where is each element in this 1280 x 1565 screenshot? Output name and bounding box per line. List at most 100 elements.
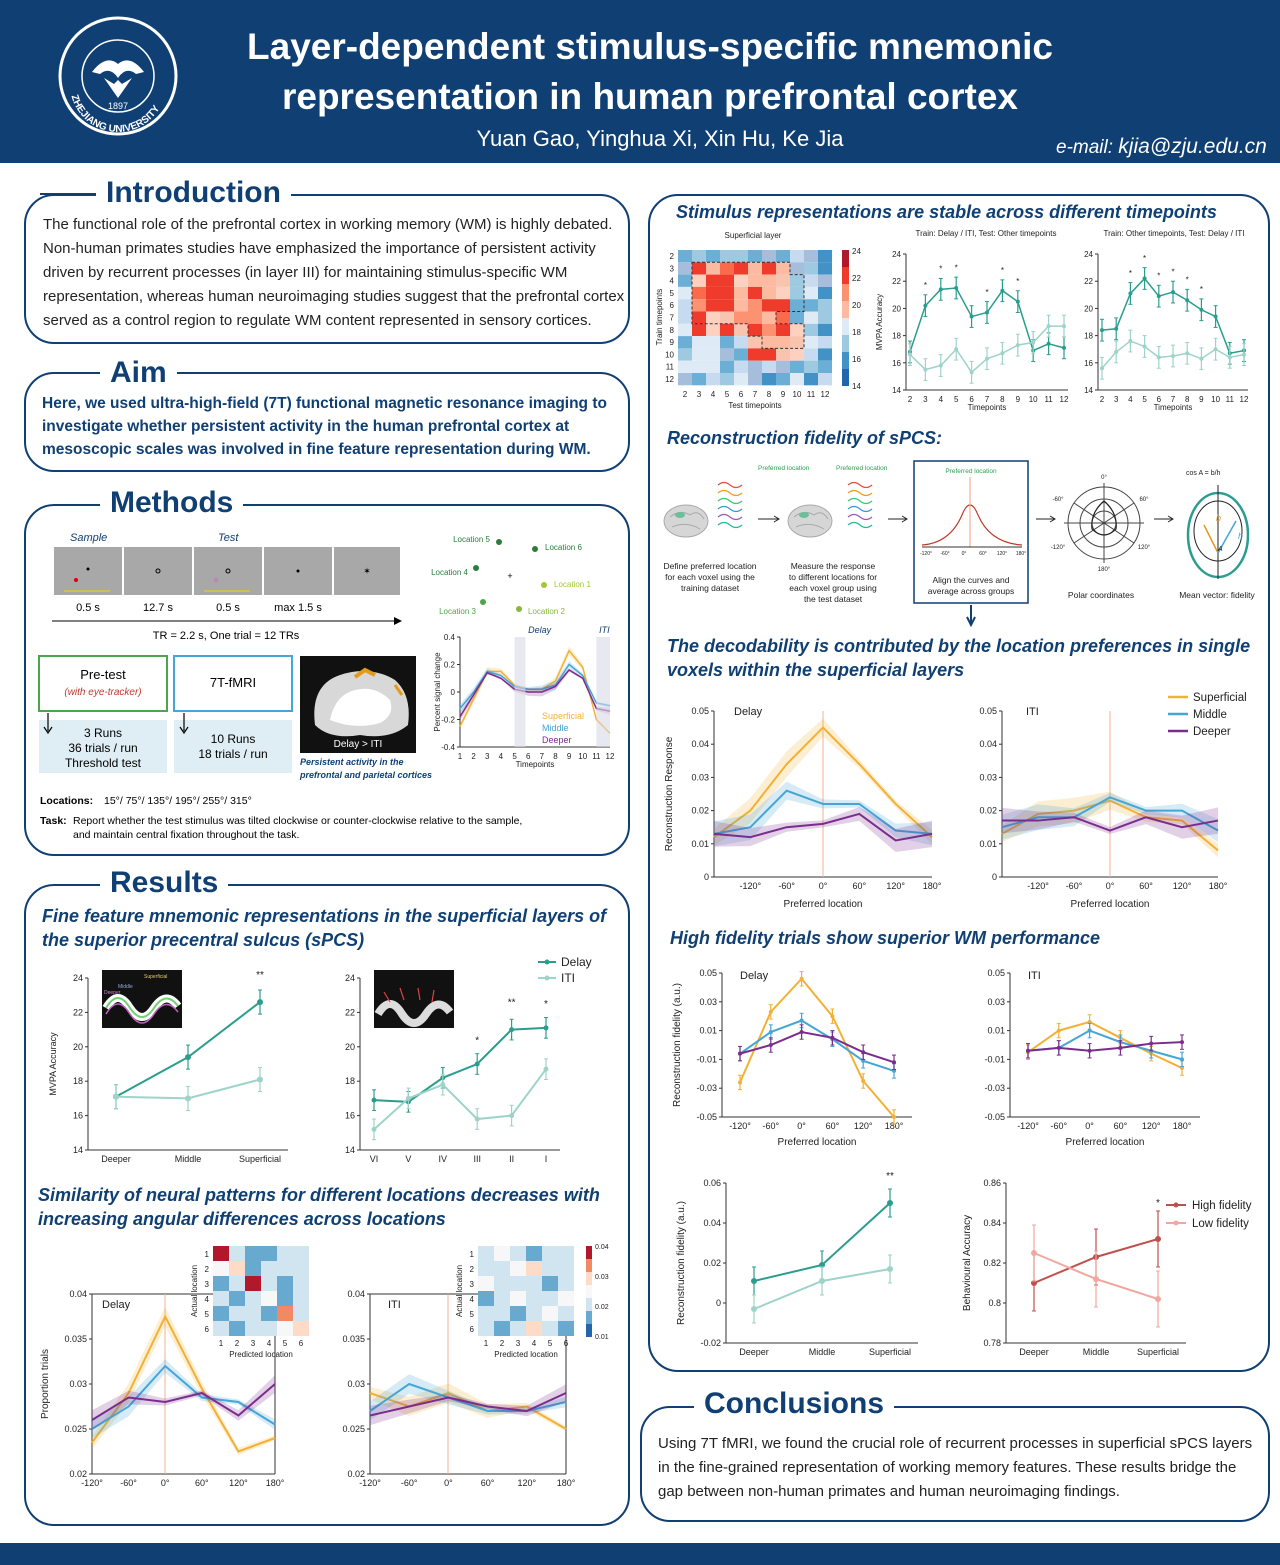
data-point: [954, 347, 959, 352]
heatmap-colorbar: 24 22 20 18 16 14: [842, 247, 861, 391]
x-tick-label: 12: [1240, 395, 1249, 404]
fidelity-delay-chart: -0.05 -0.03 -0.01 0.01 0.03 0.05 -120° -60° 0° 60…: [672, 968, 912, 1148]
error-band: [714, 807, 932, 853]
x-tick-label: -120°: [1017, 1121, 1039, 1131]
align-box: [913, 460, 1029, 604]
tuning-curves-2: [847, 481, 873, 529]
x-tick-label: 180°: [885, 1121, 904, 1131]
data-point: [768, 1043, 773, 1047]
polar-plot: 0° 60° 120° 180° -120° -60°: [1051, 475, 1151, 573]
x-tick-label: -60°: [401, 1478, 418, 1488]
x-axis-label: Preferred location: [1066, 1137, 1145, 1148]
generalization-2-chart: 14 16 18 20 22 24 2 3 4 5 6 7 8 9 10 11 12 Timepoints Trai…: [1084, 229, 1249, 412]
y-tick-label: 0.02: [69, 1469, 87, 1479]
svg-text:0°: 0°: [962, 551, 967, 557]
data-point: [257, 1076, 263, 1083]
data-point: [1128, 339, 1133, 344]
data-point: [861, 1050, 866, 1055]
y-tick-label: -0.02: [700, 1338, 721, 1348]
x-tick-label: 4: [1128, 395, 1133, 404]
y-tick-label: 14: [1084, 386, 1093, 395]
generalization-2-title: Train: Other timepoints, Test: Delay / I…: [1104, 229, 1245, 238]
svg-text:2: 2: [235, 1339, 240, 1348]
svg-text:20: 20: [852, 301, 861, 310]
pretest-threshold: Threshold test: [65, 756, 142, 770]
pretest-runs: 3 Runs: [84, 726, 122, 740]
email-address[interactable]: kjia@zju.edu.cn: [1118, 135, 1267, 158]
x-tick-label: I: [545, 1154, 548, 1164]
y-tick-label: 22: [345, 1007, 355, 1017]
data-point: [1031, 1250, 1037, 1256]
pretest-trials: 36 trials / run: [68, 741, 137, 755]
x-tick-label: 11: [592, 752, 601, 761]
y-tick-label: 0.01: [699, 1026, 717, 1036]
y-tick-label: 0.02: [347, 1469, 365, 1479]
significance-star: *: [924, 281, 927, 290]
significance-star: *: [1001, 266, 1004, 275]
test-label: Test: [218, 532, 239, 544]
y-tick-label: 0.86: [983, 1178, 1001, 1188]
significance-star: *: [985, 288, 988, 297]
results-title: Results: [100, 866, 229, 900]
location-3-label: Location 3: [439, 607, 476, 616]
y-tick-label: 14: [892, 386, 901, 395]
x-tick-label: 7: [985, 395, 990, 404]
x-tick-label: 60°: [1139, 881, 1153, 891]
data-point: [1156, 355, 1161, 360]
x-axis-label: Timepoints: [968, 403, 1007, 412]
svg-text:5: 5: [548, 1339, 553, 1348]
tr-text: TR = 2.2 s, One trial = 12 TRs: [153, 630, 300, 642]
data-point: [185, 1095, 191, 1102]
fmri-detail-box: [174, 720, 292, 773]
pipe-step-3: average across groups: [928, 586, 1014, 596]
significance-star: *: [1016, 277, 1019, 286]
data-point: [1062, 345, 1066, 350]
series-line: [1027, 1041, 1183, 1052]
pipe-step-1: for each voxel using the: [665, 572, 755, 582]
layer-legend-item: Superficial: [1193, 692, 1247, 704]
pipe-step-3: Align the curves and: [932, 575, 1009, 585]
pipe-formula: cos A = b/h: [1186, 470, 1221, 477]
x-axis-label: Preferred location: [778, 1137, 857, 1148]
series-line: [91, 1383, 276, 1421]
series-line: [369, 1382, 567, 1412]
data-point: [1093, 1276, 1099, 1282]
significance-star: **: [256, 970, 264, 981]
pipe-step-2: the test dataset: [804, 594, 863, 604]
conclusion-text: Using 7T fMRI, we found the crucial role…: [658, 1435, 1253, 1500]
conclusion-box: [640, 1406, 1270, 1522]
heatmap-xlabel: Test timepoints: [728, 401, 781, 410]
matrix-xlabel: Predicted location: [229, 1350, 293, 1359]
pref-label-1: Preferred location: [758, 465, 810, 472]
methods-figure: Sample Test ✶ 0.5 s 12.7 s 0.5 s max 1.5…: [38, 532, 615, 841]
data-point: [830, 1014, 835, 1019]
significance-star: *: [939, 265, 942, 274]
x-tick-label: 10: [1029, 395, 1038, 404]
x-tick-label: 0°: [819, 881, 828, 891]
data-point: [1056, 1028, 1061, 1033]
y-tick-label: 0.04: [69, 1289, 87, 1299]
y-tick-label: 22: [892, 277, 901, 286]
data-point: [799, 1018, 804, 1023]
x-tick-label: 9: [1199, 395, 1204, 404]
psc-legend-item: Middle: [542, 723, 569, 733]
significance-star: *: [1171, 267, 1174, 276]
x-tick-label: 1: [458, 752, 463, 761]
x-tick-label: 5: [512, 752, 517, 761]
duration-response: max 1.5 s: [274, 602, 322, 614]
svg-text:4: 4: [205, 1295, 210, 1304]
x-tick-label: 180°: [266, 1478, 285, 1488]
data-point: [371, 1097, 377, 1103]
svg-text:4: 4: [670, 277, 675, 286]
y-tick-label: -0.2: [441, 716, 455, 725]
x-tick-label: 0°: [1085, 1121, 1094, 1131]
inset-middle: Middle: [118, 984, 133, 990]
y-tick-label: 0.01: [979, 839, 997, 849]
y-tick-label: 0.02: [979, 806, 997, 816]
x-tick-label: 120°: [517, 1478, 536, 1488]
x-tick-label: II: [509, 1154, 514, 1164]
y-tick-label: 14: [73, 1145, 83, 1155]
